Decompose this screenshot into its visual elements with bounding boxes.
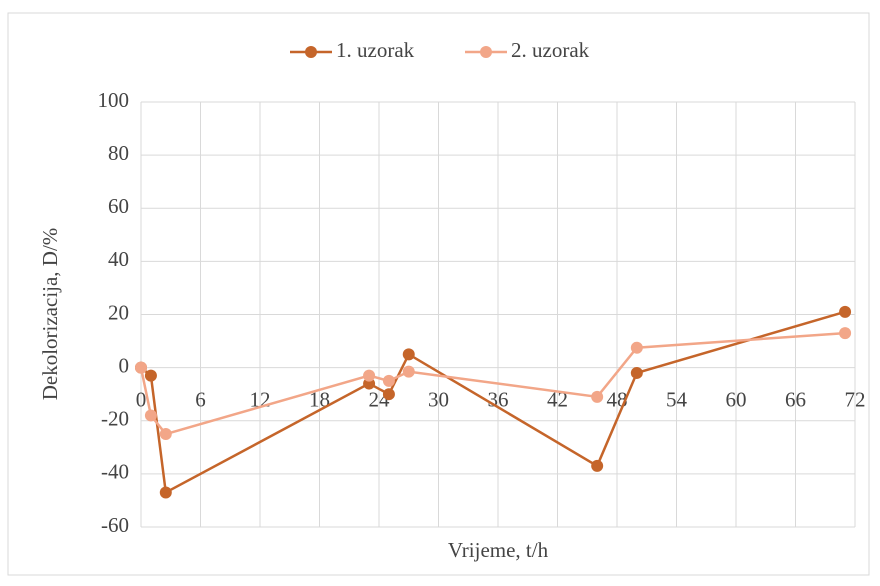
- data-point: [135, 361, 147, 374]
- data-point: [839, 327, 852, 340]
- data-point: [159, 486, 172, 499]
- y-tick-label: 40: [108, 247, 129, 271]
- legend-marker: [305, 46, 317, 58]
- x-tick-label: 6: [195, 387, 206, 411]
- x-tick-label: 60: [726, 387, 747, 411]
- legend-marker: [480, 46, 492, 58]
- data-point: [591, 459, 604, 472]
- x-tick-label: 18: [309, 387, 330, 411]
- y-tick-label: 100: [98, 88, 130, 112]
- data-point: [144, 369, 157, 382]
- data-point: [630, 341, 643, 354]
- y-tick-label: -60: [101, 513, 129, 537]
- data-point: [591, 390, 604, 403]
- y-tick-label: 0: [119, 353, 130, 377]
- y-tick-label: 20: [108, 300, 129, 324]
- data-point: [839, 305, 852, 318]
- data-point: [402, 365, 415, 378]
- x-tick-label: 0: [136, 387, 147, 411]
- x-tick-label: 72: [845, 387, 866, 411]
- data-point: [144, 409, 157, 422]
- data-point: [382, 388, 395, 401]
- y-tick-label: 60: [108, 194, 129, 218]
- data-point: [382, 374, 395, 387]
- data-point: [363, 369, 376, 382]
- x-tick-label: 30: [428, 387, 449, 411]
- data-point: [402, 348, 415, 361]
- y-tick-label: -40: [101, 460, 129, 484]
- legend-label: 1. uzorak: [336, 38, 415, 62]
- x-axis-title: Vrijeme, t/h: [448, 538, 549, 562]
- data-point: [159, 428, 172, 441]
- y-tick-label: 80: [108, 141, 129, 165]
- x-tick-label: 54: [666, 387, 688, 411]
- x-tick-label: 66: [785, 387, 806, 411]
- y-tick-label: -20: [101, 407, 129, 431]
- legend-label: 2. uzorak: [511, 38, 590, 62]
- y-axis-title: Dekolorizacija, D/%: [38, 228, 62, 401]
- data-point: [630, 366, 643, 379]
